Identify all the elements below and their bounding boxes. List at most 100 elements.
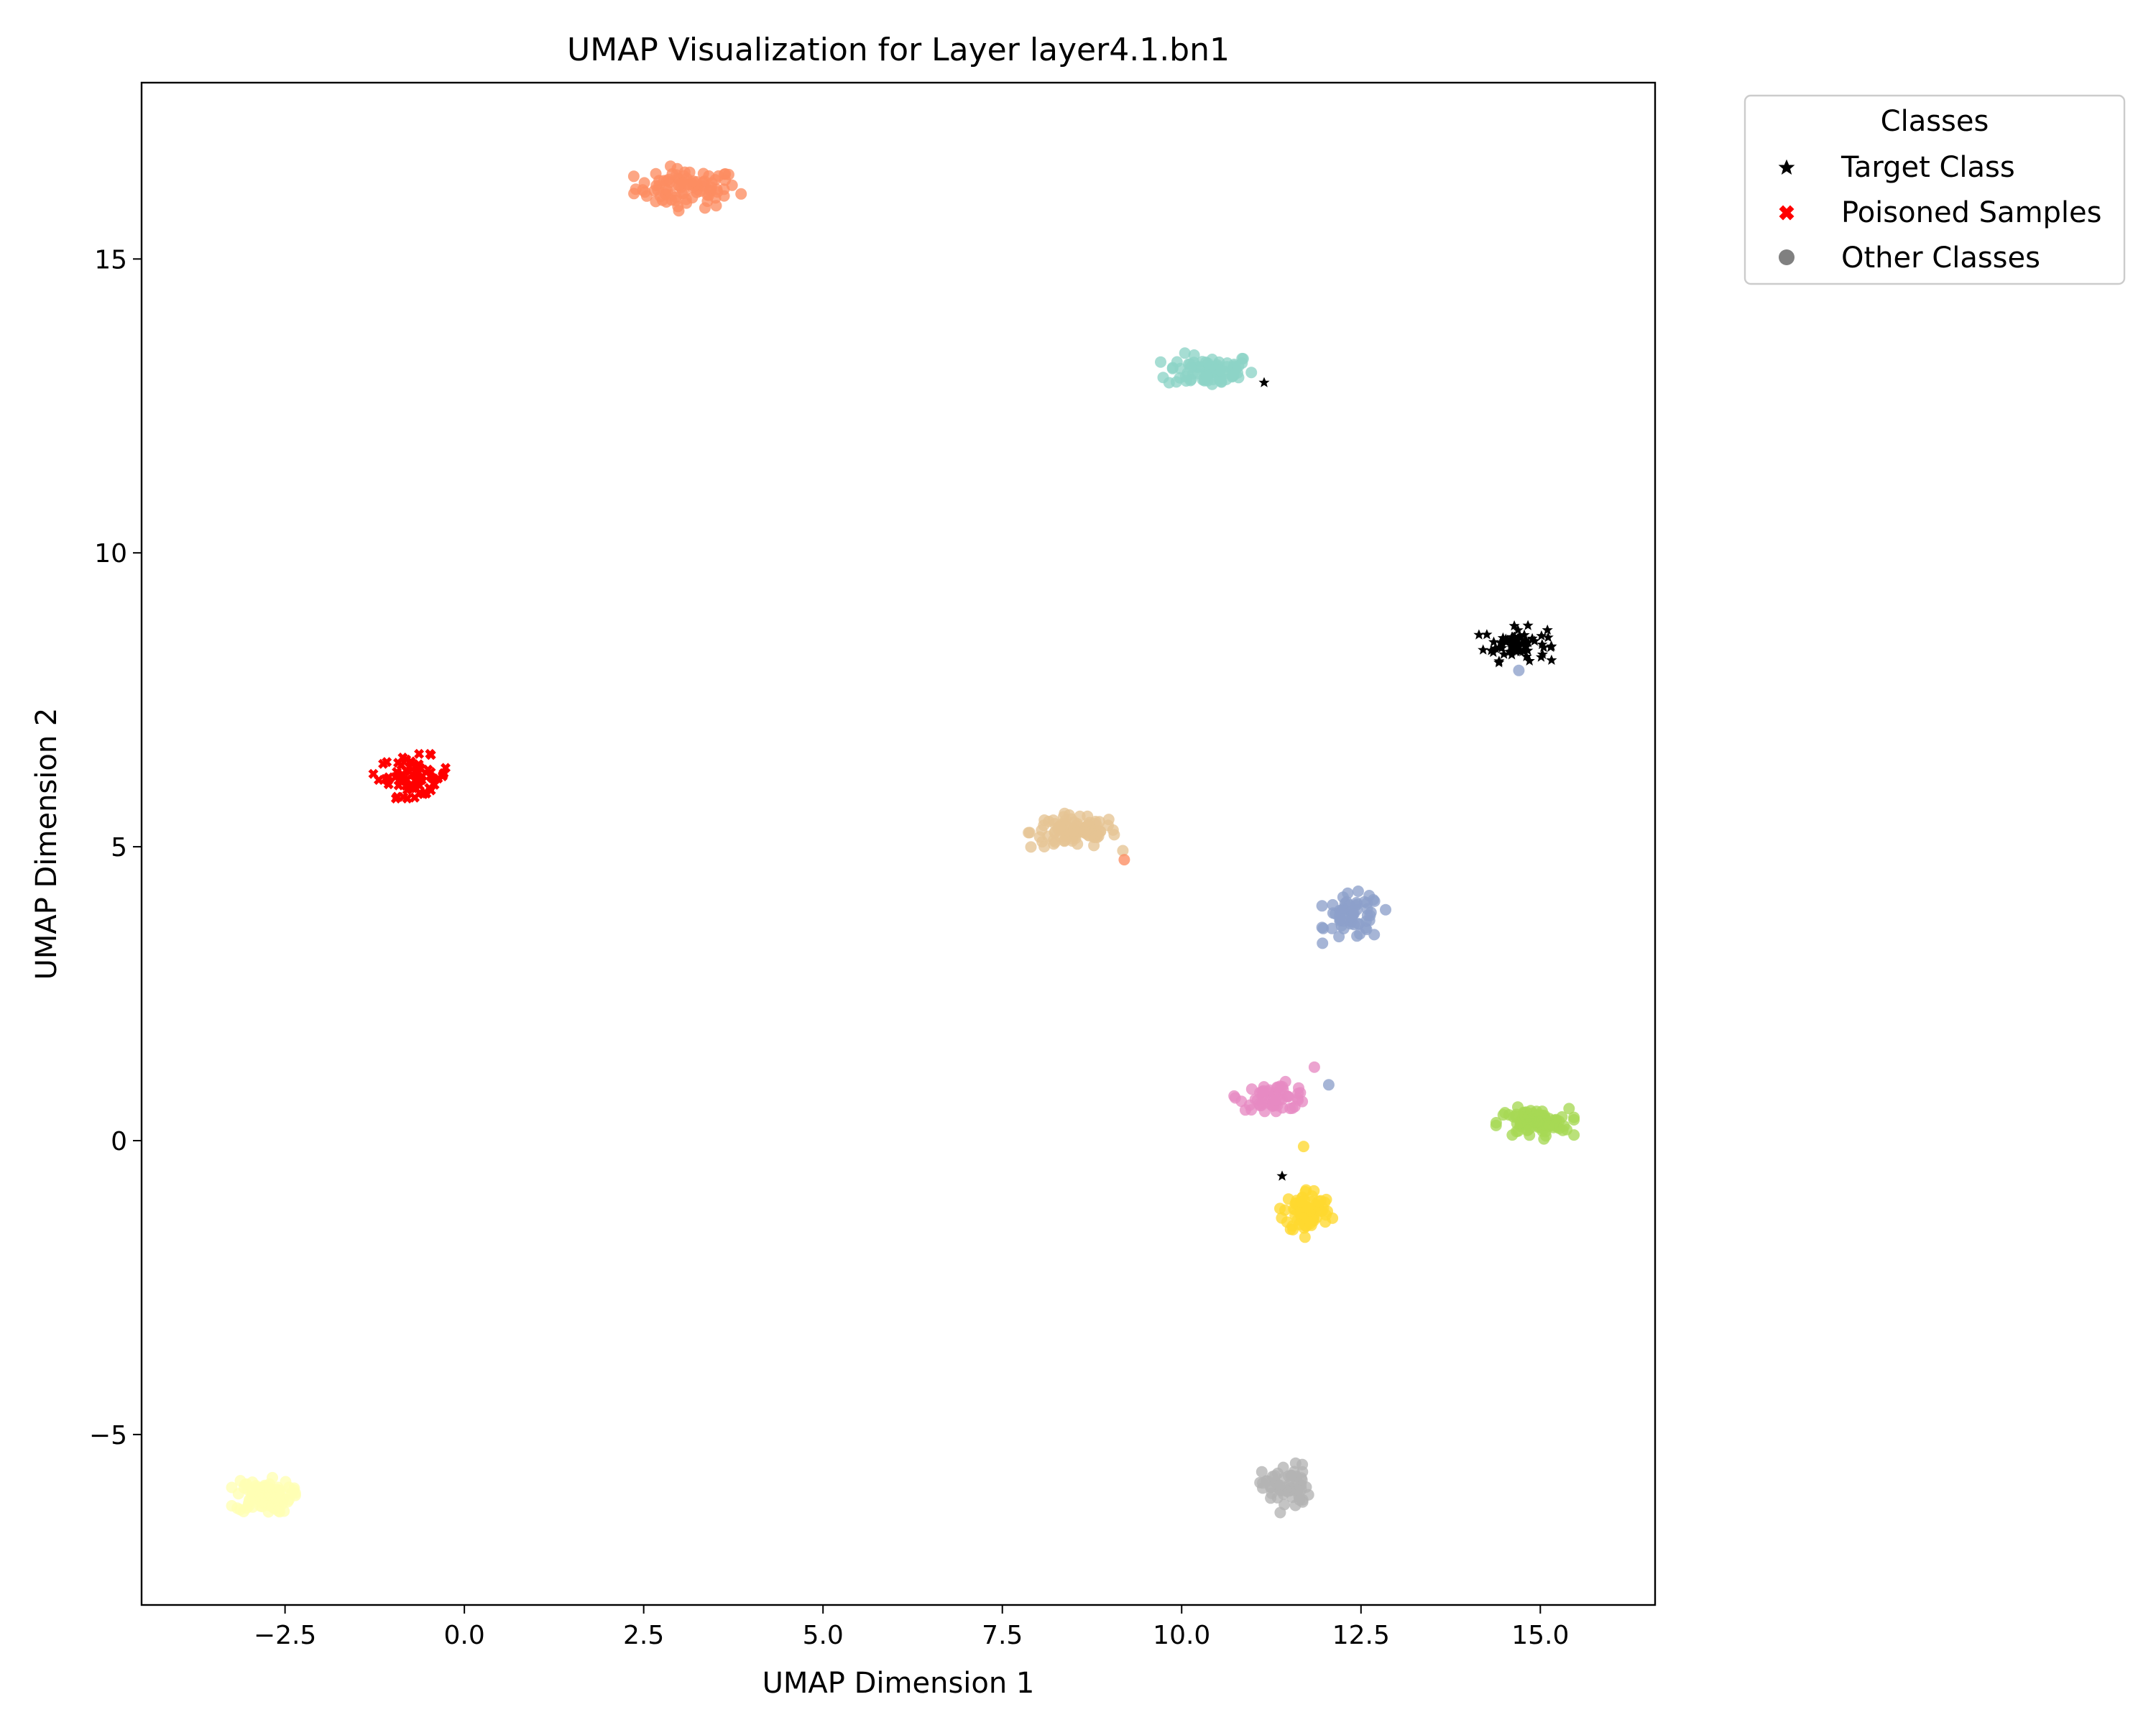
- other-point: [267, 1501, 280, 1514]
- other-point: [1214, 364, 1226, 377]
- x-axis-label: UMAP Dimension 1: [763, 1667, 1035, 1700]
- other-point: [705, 181, 717, 193]
- other-point: [1166, 362, 1179, 374]
- legend-title: Classes: [1881, 105, 1989, 138]
- other-point: [1276, 1212, 1288, 1224]
- other-point: [1296, 1474, 1308, 1486]
- y-tick-label: −5: [89, 1421, 127, 1450]
- other-point: [703, 170, 715, 182]
- other-point: [288, 1482, 300, 1494]
- other-point: [232, 1488, 244, 1500]
- other-point: [1273, 1479, 1286, 1491]
- other-point: [1317, 922, 1330, 934]
- x-tick-label: 7.5: [982, 1621, 1023, 1650]
- other-point: [1354, 928, 1366, 940]
- target-point: [1478, 644, 1489, 655]
- y-tick-label: 15: [94, 245, 127, 275]
- other-point: [666, 168, 678, 180]
- other-point: [1256, 1466, 1268, 1478]
- other-point: [681, 197, 693, 209]
- y-tick-label: 0: [111, 1127, 127, 1156]
- other-point: [1497, 1109, 1509, 1121]
- other-point: [264, 1482, 276, 1494]
- other-point: [1184, 362, 1197, 374]
- target-point: [1546, 654, 1557, 665]
- other-point: [1291, 1484, 1304, 1496]
- other-point: [1284, 1103, 1296, 1115]
- other-point: [1038, 814, 1051, 826]
- other-point: [1274, 1202, 1286, 1215]
- other-point: [1531, 1116, 1544, 1128]
- other-point: [1363, 890, 1376, 901]
- other-point: [1513, 664, 1525, 676]
- other-point: [1093, 816, 1105, 828]
- other-point: [1254, 1476, 1266, 1489]
- other-point: [1308, 1184, 1320, 1197]
- other-point: [1069, 825, 1081, 837]
- other-point: [1293, 1218, 1305, 1230]
- y-axis: −5 0 5 10 15: [89, 245, 142, 1450]
- other-point: [1245, 367, 1258, 379]
- other-point: [1264, 1481, 1276, 1494]
- poisoned-point: [414, 748, 425, 759]
- other-point: [1270, 1105, 1282, 1118]
- legend-label-poisoned-samples: Poisoned Samples: [1841, 196, 2101, 229]
- other-point: [1511, 1126, 1523, 1138]
- points-layer: [226, 160, 1580, 1519]
- other-point: [1322, 1079, 1335, 1091]
- legend: Classes Target Class Poisoned Samples Ot…: [1743, 94, 2126, 285]
- y-axis-label: UMAP Dimension 2: [30, 708, 63, 980]
- other-point: [719, 174, 731, 186]
- other-point: [1258, 1085, 1269, 1097]
- other-point: [1508, 1111, 1520, 1123]
- plot-frame: [140, 81, 1657, 1606]
- other-point: [1201, 370, 1213, 382]
- legend-other-circle-icon: [1779, 249, 1795, 265]
- other-point: [1102, 819, 1114, 832]
- other-point: [1266, 1471, 1279, 1483]
- other-point: [1256, 1100, 1268, 1111]
- other-point: [1054, 820, 1066, 832]
- other-point: [627, 170, 640, 183]
- other-point: [1352, 886, 1364, 897]
- other-point: [1057, 811, 1069, 823]
- other-point: [1319, 1216, 1332, 1228]
- other-point: [1179, 347, 1191, 359]
- target-point: [1493, 657, 1505, 668]
- other-point: [1333, 931, 1345, 943]
- other-point: [678, 166, 691, 178]
- target-point: [1542, 632, 1554, 643]
- other-point: [1117, 845, 1129, 857]
- other-point: [640, 190, 653, 202]
- other-point: [1118, 854, 1130, 866]
- other-point: [1317, 937, 1329, 949]
- x-axis: −2.5 0.0 2.5 5.0 7.5 10.0 12.5 15.0: [254, 1605, 1569, 1650]
- other-point: [1330, 908, 1342, 920]
- x-tick-label: 5.0: [803, 1621, 844, 1650]
- other-point: [1274, 1506, 1286, 1519]
- other-point: [274, 1484, 286, 1496]
- other-point: [282, 1496, 294, 1508]
- other-point: [1269, 1094, 1281, 1106]
- target-point: [1473, 629, 1485, 640]
- target-point: [1542, 624, 1553, 635]
- target-point: [1258, 377, 1270, 387]
- legend-label-other-classes: Other Classes: [1841, 242, 2040, 275]
- y-tick-label: 5: [111, 833, 127, 862]
- other-point: [1276, 1081, 1289, 1092]
- target-point: [1522, 620, 1534, 630]
- target-point: [1276, 1170, 1288, 1181]
- other-point: [1228, 1090, 1240, 1102]
- target-point: [1481, 629, 1493, 640]
- other-point: [1036, 824, 1048, 836]
- other-point: [1228, 367, 1240, 380]
- other-point: [1296, 1196, 1308, 1208]
- other-point: [1316, 900, 1328, 912]
- other-point: [687, 175, 699, 188]
- x-tick-label: 12.5: [1332, 1621, 1390, 1650]
- other-point: [1540, 1130, 1552, 1142]
- other-point: [1327, 898, 1339, 911]
- other-point: [670, 194, 682, 206]
- other-point: [1563, 1103, 1575, 1115]
